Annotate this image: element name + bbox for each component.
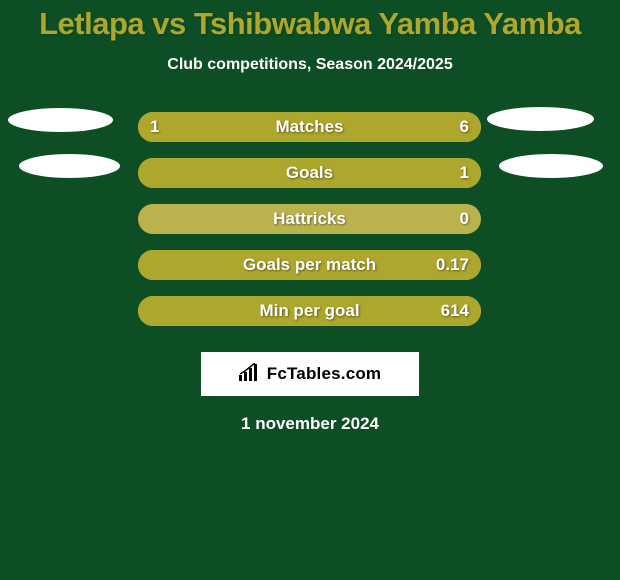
brand-badge: FcTables.com bbox=[201, 352, 419, 396]
player-right-marker bbox=[487, 107, 594, 131]
brand-inner: FcTables.com bbox=[239, 363, 382, 386]
stat-value-right: 1 bbox=[460, 163, 469, 183]
stat-row: Matches1 6 bbox=[0, 104, 620, 150]
page-title: Letlapa vs Tshibwabwa Yamba Yamba bbox=[0, 0, 620, 42]
chart-icon bbox=[239, 363, 261, 386]
stat-value-left: 1 bbox=[150, 117, 159, 137]
stats-container: Matches16Goals1Hattricks0Goals per match… bbox=[0, 104, 620, 334]
stat-label: Min per goal bbox=[138, 301, 481, 321]
subtitle: Club competitions, Season 2024/2025 bbox=[0, 56, 620, 74]
stat-value-right: 0.17 bbox=[436, 255, 469, 275]
stat-row: Goals1 bbox=[0, 150, 620, 196]
player-right-marker bbox=[499, 154, 603, 178]
stat-label: Hattricks bbox=[138, 209, 481, 229]
stat-label: Goals bbox=[138, 163, 481, 183]
stat-value-right: 6 bbox=[460, 117, 469, 137]
stat-row: Min per goal614 bbox=[0, 288, 620, 334]
stat-row: Hattricks0 bbox=[0, 196, 620, 242]
stat-label: Goals per match bbox=[138, 255, 481, 275]
player-left-marker bbox=[19, 154, 120, 178]
date-line: 1 november 2024 bbox=[0, 414, 620, 434]
stat-value-right: 614 bbox=[441, 301, 469, 321]
brand-text: FcTables.com bbox=[267, 364, 382, 384]
player-left-marker bbox=[8, 108, 113, 132]
stat-row: Goals per match0.17 bbox=[0, 242, 620, 288]
comparison-infographic: Letlapa vs Tshibwabwa Yamba Yamba Club c… bbox=[0, 0, 620, 580]
stat-value-right: 0 bbox=[460, 209, 469, 229]
stat-label: Matches bbox=[138, 117, 481, 137]
